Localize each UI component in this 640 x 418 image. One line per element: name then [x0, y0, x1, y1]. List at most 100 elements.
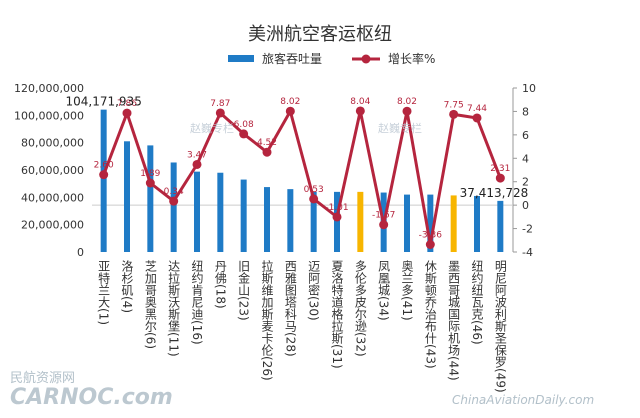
- line-point: [192, 159, 202, 169]
- bar: [404, 194, 410, 252]
- bar: [240, 179, 247, 252]
- line-point: [472, 113, 482, 123]
- line-value-label: 7.44: [467, 104, 487, 114]
- line-value-label: 8.04: [350, 97, 370, 107]
- left-tick-label: 100,000,000: [14, 109, 84, 122]
- left-tick-label: 20,000,000: [21, 219, 84, 232]
- chart-legend: 旅客吞吐量 增长率%: [228, 51, 435, 66]
- bar: [474, 195, 480, 252]
- line-value-label: 2.60: [94, 161, 114, 171]
- line-value-label: 2.31: [490, 164, 510, 174]
- category-label: 达拉斯沃斯堡(11): [167, 260, 181, 357]
- line-value-label: 6.08: [234, 120, 254, 130]
- category-label: 纽约肯尼迪(16): [190, 260, 204, 345]
- watermark-text: CARNOC.com: [10, 385, 173, 410]
- category-label: 芝加哥奥黑尔(6): [143, 259, 157, 349]
- category-label: 休斯顿乔治布什(43): [423, 260, 437, 369]
- category-label: 明尼阿波利斯圣保罗(49): [493, 260, 507, 393]
- line-point: [402, 106, 412, 116]
- category-label: 拉斯维加斯麦卡伦(26): [260, 259, 274, 381]
- line-point: [355, 106, 365, 116]
- line-point: [309, 194, 319, 204]
- line-value-label: -1.67: [372, 211, 395, 221]
- line-point: [495, 173, 505, 183]
- line-value-label: 0.34: [164, 187, 184, 197]
- bar: [357, 191, 364, 252]
- line-value-label: 8.02: [280, 97, 300, 107]
- bar: [427, 194, 434, 252]
- bar-value-label: 37,413,728: [460, 186, 529, 200]
- watermark-text: ChinaAviationDaily.com: [452, 393, 594, 407]
- line-series: [99, 106, 505, 250]
- watermark-text: 民航资源网: [10, 370, 75, 386]
- growth-line: [102, 109, 502, 246]
- line-point: [332, 212, 342, 222]
- right-tick-label: 0: [522, 199, 529, 212]
- right-tick-label: 8: [522, 105, 529, 118]
- bar: [217, 172, 224, 252]
- line-point: [379, 220, 389, 230]
- bar-value-label: 104,171,935: [65, 95, 141, 109]
- bar: [287, 189, 294, 252]
- category-label: 洛杉矶(4): [120, 259, 134, 313]
- line-point: [239, 129, 249, 139]
- right-tick-label: 2: [522, 176, 529, 189]
- bar: [264, 187, 270, 252]
- line-point: [215, 108, 225, 118]
- line-value-label: 3.47: [187, 150, 207, 160]
- left-tick-label: 60,000,000: [21, 164, 84, 177]
- category-label: 纽约纽瓦克(46): [470, 260, 484, 345]
- left-tick-label: 40,000,000: [21, 191, 84, 204]
- bar: [310, 191, 317, 252]
- right-tick-label: -2: [522, 223, 533, 236]
- line-point: [285, 106, 295, 116]
- line-value-label: 1.89: [140, 169, 160, 179]
- legend-line-marker: [361, 54, 371, 64]
- right-axis: -4 -2 0 2 4 6 8 10: [92, 82, 536, 259]
- bar: [170, 162, 177, 252]
- left-tick-label: 0: [77, 246, 84, 259]
- line-value-label: 7.86: [117, 99, 137, 109]
- line-point: [99, 170, 109, 180]
- category-labels: 亚特兰大(1) 洛杉矶(4) 芝加哥奥黑尔(6) 达拉斯沃斯堡(11) 纽约肯尼迪(16…: [97, 259, 508, 393]
- line-value-label: -3.36: [419, 231, 443, 241]
- category-label: 多伦多皮尔逊(32): [353, 260, 367, 357]
- value-labels: 2.60 7.86 1.89 0.34 3.47 7.87 6.084.52 8.02 0.53…: [65, 95, 528, 241]
- chart-title: 美洲航空客运枢纽: [248, 24, 392, 45]
- watermark-text: 赵巍专栏: [190, 121, 234, 135]
- left-tick-label: 120,000,000: [14, 82, 84, 95]
- line-point: [425, 240, 435, 250]
- line-point: [122, 108, 132, 118]
- bar: [334, 191, 340, 252]
- line-point: [145, 178, 155, 188]
- line-value-label: -1.01: [325, 203, 348, 213]
- line-point: [449, 109, 459, 119]
- line-point: [169, 196, 179, 206]
- category-label: 墨西哥城国际机场(44): [447, 260, 461, 381]
- bar: [147, 145, 154, 252]
- right-tick-label: 6: [522, 129, 529, 142]
- category-label: 丹佛(18): [213, 260, 227, 309]
- legend-line-label: 增长率%: [388, 51, 435, 66]
- watermark-text: 赵巍专栏: [378, 121, 422, 135]
- line-value-label: 4.52: [257, 138, 277, 148]
- bar: [497, 200, 504, 252]
- bar: [194, 171, 200, 252]
- bar: [124, 141, 130, 252]
- category-label: 迈阿密(30): [307, 260, 321, 321]
- line-value-label: 0.53: [304, 185, 324, 195]
- category-label: 旧金山(23): [237, 260, 251, 321]
- category-label: 西雅图塔科马(28): [283, 260, 297, 357]
- left-tick-label: 80,000,000: [21, 137, 84, 150]
- line-point: [262, 147, 272, 157]
- bar: [100, 109, 107, 253]
- line-value-label: 7.75: [444, 100, 464, 110]
- legend-bar-swatch: [228, 55, 254, 62]
- category-label: 夏洛特道格拉斯(31): [330, 260, 344, 369]
- category-label: 奥兰多(41): [400, 260, 414, 321]
- right-tick-label: -4: [522, 246, 533, 259]
- line-value-label: 8.02: [397, 97, 417, 107]
- legend-bar-label: 旅客吞吐量: [262, 51, 322, 66]
